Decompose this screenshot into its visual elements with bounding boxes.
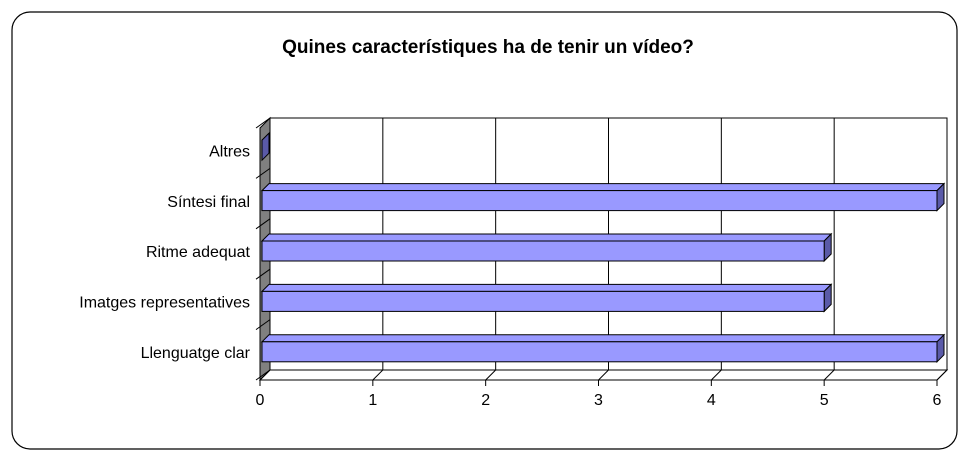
x-tick-label: 6 [933,392,942,409]
bar-top [260,283,833,292]
category-tick [255,167,271,179]
bar-front [261,190,938,212]
bar [260,232,833,263]
x-tick-label: 3 [594,392,603,409]
y-tick-label: Altres [209,143,250,160]
bar-top [260,233,833,242]
y-tick-label: Síntesi final [167,194,250,211]
grid-line [485,369,497,381]
bar-top [260,334,946,343]
bar-front [261,341,938,363]
y-tick-label: Ritme adequat [146,244,251,261]
x-tick-label: 1 [368,392,377,409]
bar-front [261,290,825,312]
grid-line [710,369,722,381]
bar-top [260,183,946,192]
bar [260,182,946,212]
category-tick [255,218,271,230]
x-tick-label: 2 [481,392,490,409]
chart-title: Quines característiques ha de tenir un v… [282,37,694,58]
category-tick [255,268,271,280]
x-tick-label: 4 [707,392,716,409]
category-tick [255,369,271,381]
grid-line [372,369,384,381]
bar [260,333,946,364]
x-tick-label: 5 [820,392,829,409]
bar [261,131,270,162]
y-tick-label: Llenguatge clar [141,345,251,362]
y-tick-label: Imatges representatives [79,295,250,312]
bar-front [261,240,825,262]
category-tick [255,117,271,129]
x-tick-label: 0 [256,392,265,409]
bar [260,283,833,313]
category-tick [255,319,271,331]
bar-side [261,131,270,162]
grid-line [598,369,609,381]
grid-line [823,369,835,381]
grid-line [936,369,948,381]
